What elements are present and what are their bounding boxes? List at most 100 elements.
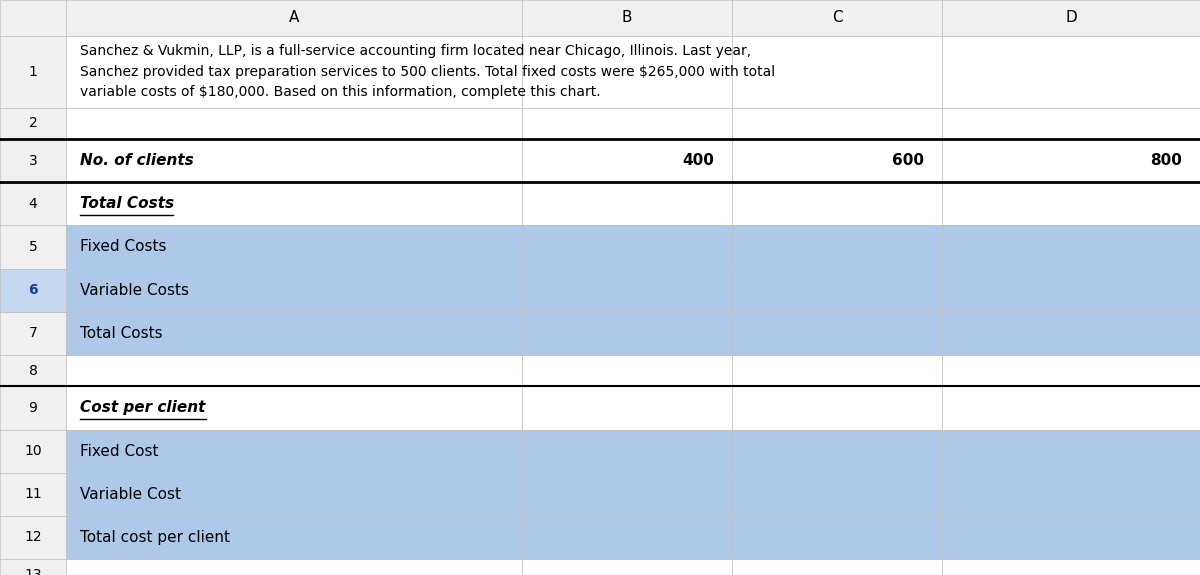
Bar xyxy=(522,139,732,182)
Text: C: C xyxy=(832,10,842,25)
Bar xyxy=(732,516,942,559)
Bar xyxy=(942,269,1200,312)
Bar xyxy=(66,269,522,312)
Bar xyxy=(732,269,942,312)
Text: 4: 4 xyxy=(29,197,37,211)
Bar xyxy=(732,473,942,516)
Text: 800: 800 xyxy=(1150,153,1182,168)
Bar xyxy=(732,225,942,269)
Text: 5: 5 xyxy=(29,240,37,254)
Bar xyxy=(732,182,942,225)
Bar xyxy=(942,182,1200,225)
Bar xyxy=(66,139,522,182)
Bar xyxy=(732,139,942,182)
Bar xyxy=(522,386,732,430)
Text: Total Costs: Total Costs xyxy=(80,196,174,212)
Bar xyxy=(942,355,1200,386)
Bar xyxy=(732,559,942,575)
Bar xyxy=(0,386,66,430)
Bar xyxy=(732,355,942,386)
Bar xyxy=(942,0,1200,36)
Bar xyxy=(942,516,1200,559)
Bar xyxy=(942,559,1200,575)
Bar xyxy=(66,312,522,355)
Bar xyxy=(942,473,1200,516)
Text: 11: 11 xyxy=(24,487,42,501)
Bar xyxy=(66,355,522,386)
Bar xyxy=(732,516,942,559)
Bar xyxy=(732,269,942,312)
Bar xyxy=(732,430,942,473)
Text: Variable Cost: Variable Cost xyxy=(80,486,181,502)
Text: 9: 9 xyxy=(29,401,37,415)
Bar xyxy=(66,516,522,559)
Bar xyxy=(0,355,66,386)
Bar xyxy=(66,108,522,139)
Bar xyxy=(66,269,522,312)
Bar xyxy=(66,225,522,269)
Bar xyxy=(0,36,66,108)
Text: D: D xyxy=(1066,10,1076,25)
Text: 3: 3 xyxy=(29,154,37,168)
Bar xyxy=(0,139,66,182)
Bar xyxy=(732,312,942,355)
Bar xyxy=(942,269,1200,312)
Bar xyxy=(942,36,1200,108)
Bar xyxy=(942,430,1200,473)
Bar xyxy=(522,108,732,139)
Bar xyxy=(66,36,522,108)
Bar xyxy=(66,182,522,225)
Bar xyxy=(522,312,732,355)
Bar xyxy=(522,0,732,36)
Bar xyxy=(0,559,66,575)
Bar xyxy=(66,0,522,36)
Text: A: A xyxy=(289,10,299,25)
Bar xyxy=(522,355,732,386)
Bar xyxy=(66,473,522,516)
Bar xyxy=(942,225,1200,269)
Bar xyxy=(942,108,1200,139)
Text: Cost per client: Cost per client xyxy=(80,400,205,416)
Bar xyxy=(942,139,1200,182)
Bar xyxy=(732,0,942,36)
Bar xyxy=(0,225,66,269)
Text: Total cost per client: Total cost per client xyxy=(80,530,230,545)
Text: 2: 2 xyxy=(29,116,37,131)
Bar xyxy=(942,312,1200,355)
Text: 1: 1 xyxy=(29,64,37,79)
Bar xyxy=(522,516,732,559)
Bar xyxy=(942,430,1200,473)
Bar xyxy=(0,269,66,312)
Bar xyxy=(522,269,732,312)
Text: 8: 8 xyxy=(29,363,37,378)
Text: Fixed Costs: Fixed Costs xyxy=(80,239,167,255)
Text: Sanchez & Vukmin, LLP, is a full-service accounting firm located near Chicago, I: Sanchez & Vukmin, LLP, is a full-service… xyxy=(80,44,775,99)
Bar xyxy=(66,225,522,269)
Bar xyxy=(522,473,732,516)
Bar xyxy=(66,430,522,473)
Bar xyxy=(942,312,1200,355)
Bar xyxy=(732,312,942,355)
Text: 10: 10 xyxy=(24,444,42,458)
Bar xyxy=(0,473,66,516)
Bar xyxy=(942,473,1200,516)
Bar xyxy=(0,269,66,312)
Bar xyxy=(942,516,1200,559)
Bar xyxy=(732,473,942,516)
Text: Total Costs: Total Costs xyxy=(80,325,163,341)
Bar xyxy=(522,473,732,516)
Text: 7: 7 xyxy=(29,326,37,340)
Bar xyxy=(732,108,942,139)
Bar xyxy=(66,516,522,559)
Text: Variable Costs: Variable Costs xyxy=(80,282,190,298)
Bar xyxy=(522,516,732,559)
Bar xyxy=(942,225,1200,269)
Bar xyxy=(66,386,522,430)
Text: 13: 13 xyxy=(24,568,42,575)
Bar xyxy=(522,559,732,575)
Bar xyxy=(522,269,732,312)
Bar xyxy=(942,386,1200,430)
Bar xyxy=(732,386,942,430)
Bar xyxy=(0,312,66,355)
Text: 6: 6 xyxy=(28,283,38,297)
